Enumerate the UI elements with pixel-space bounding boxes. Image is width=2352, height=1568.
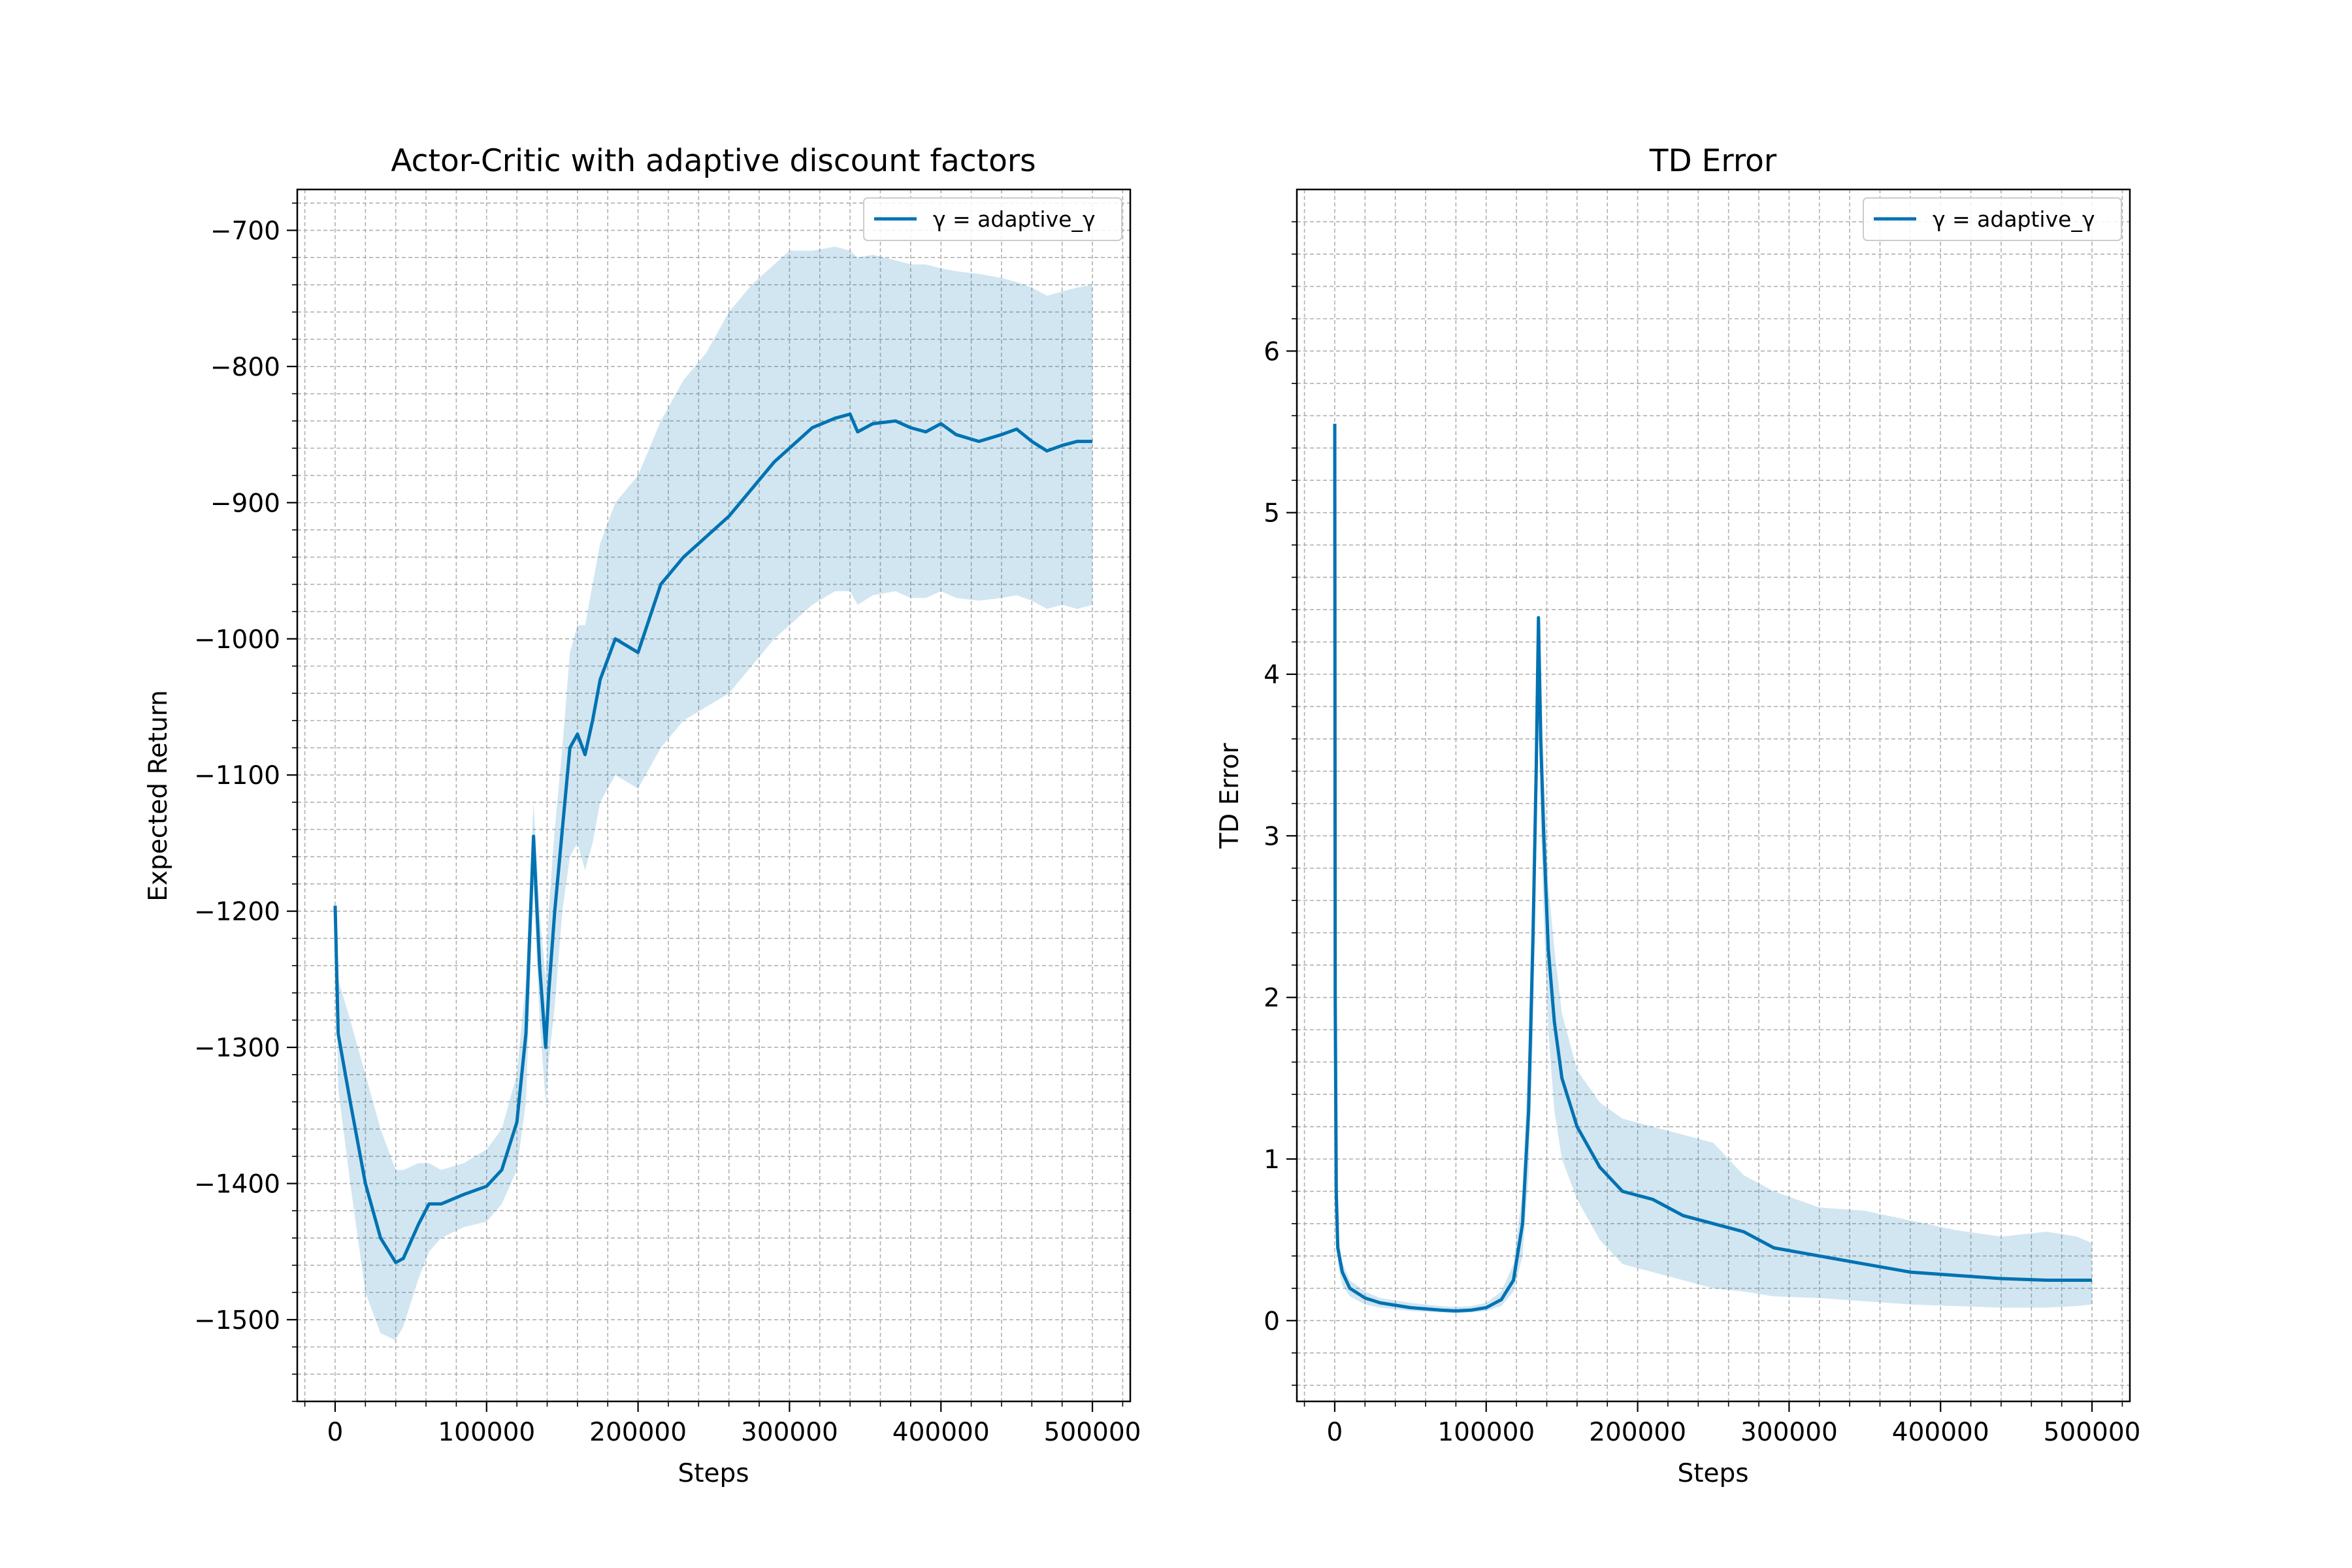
td-y-tick-label: 0 [1264, 1307, 1280, 1336]
return-y-tick-label: −800 [210, 353, 280, 382]
return-legend-box [863, 197, 1122, 241]
return-y-tick-label: −1300 [194, 1034, 280, 1063]
td-y-axis-label: TD Error [1215, 742, 1245, 849]
return-series-line [333, 412, 1092, 1264]
td-legend-label: γ = adaptive_γ [1933, 206, 2095, 232]
td-plot-frame [1296, 188, 2131, 1403]
return-x-tick-label: 500000 [1044, 1418, 1141, 1447]
return-confidence-band [335, 246, 1092, 1341]
td-x-tick-label: 300000 [1740, 1418, 1838, 1447]
td-y-tick-label: 5 [1264, 499, 1280, 529]
return-x-axis-label: Steps [678, 1459, 749, 1488]
td-x-tick-label: 0 [1327, 1418, 1343, 1447]
td-x-tick-label: 400000 [1892, 1418, 1989, 1447]
td-y-tick-label: 4 [1264, 661, 1280, 690]
td-x-tick-label: 100000 [1437, 1418, 1535, 1447]
return-chart-panel: 0 100000 200000 300000 400000 500000 −1500 −140… [144, 143, 1141, 1488]
return-legend-label: γ = adaptive_γ [933, 206, 1095, 232]
return-y-axis-label: Expected Return [144, 690, 173, 902]
td-x-tick-label: 500000 [2044, 1418, 2141, 1447]
td-legend-box [1863, 197, 2122, 241]
td-legend: γ = adaptive_γ [1863, 197, 2122, 241]
td-y-tick-label: 6 [1264, 337, 1280, 367]
return-y-tick-label: −700 [210, 217, 280, 246]
return-y-tick-label: −1200 [194, 898, 280, 927]
td-x-axis-label: Steps [1677, 1459, 1748, 1488]
return-legend: γ = adaptive_γ [863, 197, 1122, 241]
return-x-tick-label: 400000 [892, 1418, 990, 1447]
return-x-tick-label: 200000 [589, 1418, 687, 1447]
td-error-chart-panel: 0 100000 200000 300000 400000 500000 0 1 2 3 4 5 6 T… [1215, 143, 2140, 1488]
return-x-tick-label: 0 [327, 1418, 344, 1447]
return-y-tick-label: −1400 [194, 1170, 280, 1200]
return-y-tick-label: −900 [210, 489, 280, 518]
return-chart-title: Actor-Critic with adaptive discount fact… [391, 143, 1036, 179]
td-x-tick-label: 200000 [1589, 1418, 1686, 1447]
td-chart-title: TD Error [1649, 143, 1777, 179]
return-y-tick-label: −1000 [194, 625, 280, 655]
return-plot-frame [296, 188, 1132, 1403]
return-y-tick-label: −1100 [194, 761, 280, 791]
return-y-tick-label: −1500 [194, 1306, 280, 1335]
td-y-tick-label: 2 [1264, 984, 1280, 1013]
td-series-line [1333, 423, 2092, 1313]
td-y-tick-label: 1 [1264, 1145, 1280, 1175]
return-x-tick-label: 300000 [741, 1418, 838, 1447]
return-x-tick-label: 100000 [438, 1418, 535, 1447]
td-y-tick-label: 3 [1264, 822, 1280, 851]
